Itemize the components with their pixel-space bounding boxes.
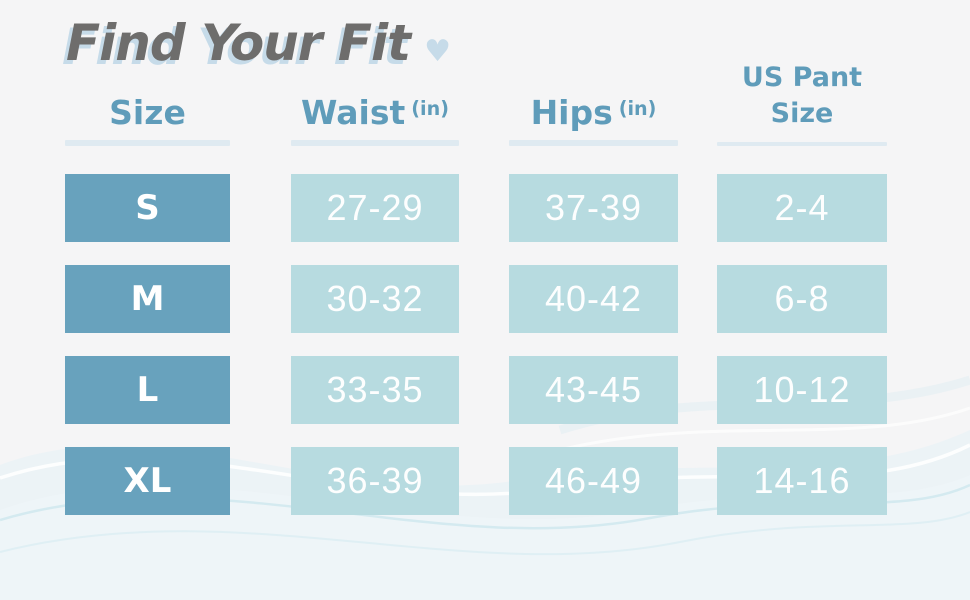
- pant-size-cell-s: 2-4: [717, 174, 887, 242]
- header-underline: [509, 140, 678, 146]
- size-cell-xl: XL: [65, 447, 230, 515]
- hips-cell-l: 43-45: [509, 356, 678, 424]
- column-header-us-pant-size: US Pant Size: [717, 60, 887, 146]
- column-header-label: Waist (in): [301, 92, 449, 132]
- column-waist: Waist (in) 27-29 30-32 33-35 36-39: [291, 60, 459, 515]
- header-underline: [291, 140, 459, 146]
- header-hips-text: Hips: [530, 92, 613, 132]
- column-header-label: Size: [109, 92, 186, 132]
- waist-cell-m: 30-32: [291, 265, 459, 333]
- waist-cell-xl: 36-39: [291, 447, 459, 515]
- pant-size-cell-l: 10-12: [717, 356, 887, 424]
- column-size: Size S M L XL: [65, 60, 230, 515]
- header-size-text: Size: [109, 92, 186, 132]
- hips-cell-m: 40-42: [509, 265, 678, 333]
- header-underline: [717, 141, 887, 146]
- size-cell-m: M: [65, 265, 230, 333]
- header-waist-text: Waist: [301, 92, 406, 132]
- header-waist-unit: (in): [411, 97, 449, 121]
- header-us-pant-size-text: US Pant Size: [741, 62, 863, 130]
- size-cell-l: L: [65, 356, 230, 424]
- header-underline: [65, 140, 230, 146]
- column-header-waist: Waist (in): [291, 60, 459, 146]
- header-hips-unit: (in): [618, 97, 657, 121]
- column-header-label: Hips (in): [530, 92, 657, 132]
- pant-size-cell-m: 6-8: [717, 265, 887, 333]
- title-row: Find Your Fit ♥: [66, 14, 451, 72]
- page-title: Find Your Fit: [66, 14, 411, 72]
- waist-cell-l: 33-35: [291, 356, 459, 424]
- column-us-pant-size: US Pant Size 2-4 6-8 10-12 14-16: [717, 60, 887, 515]
- size-cell-s: S: [65, 174, 230, 242]
- waist-cell-s: 27-29: [291, 174, 459, 242]
- heart-icon: ♥: [424, 33, 451, 69]
- column-header-hips: Hips (in): [509, 60, 678, 146]
- column-header-label: US Pant Size: [727, 60, 877, 133]
- hips-cell-s: 37-39: [509, 174, 678, 242]
- hips-cell-xl: 46-49: [509, 447, 678, 515]
- column-header-size: Size: [65, 60, 230, 146]
- column-hips: Hips (in) 37-39 40-42 43-45 46-49: [509, 60, 678, 515]
- pant-size-cell-xl: 14-16: [717, 447, 887, 515]
